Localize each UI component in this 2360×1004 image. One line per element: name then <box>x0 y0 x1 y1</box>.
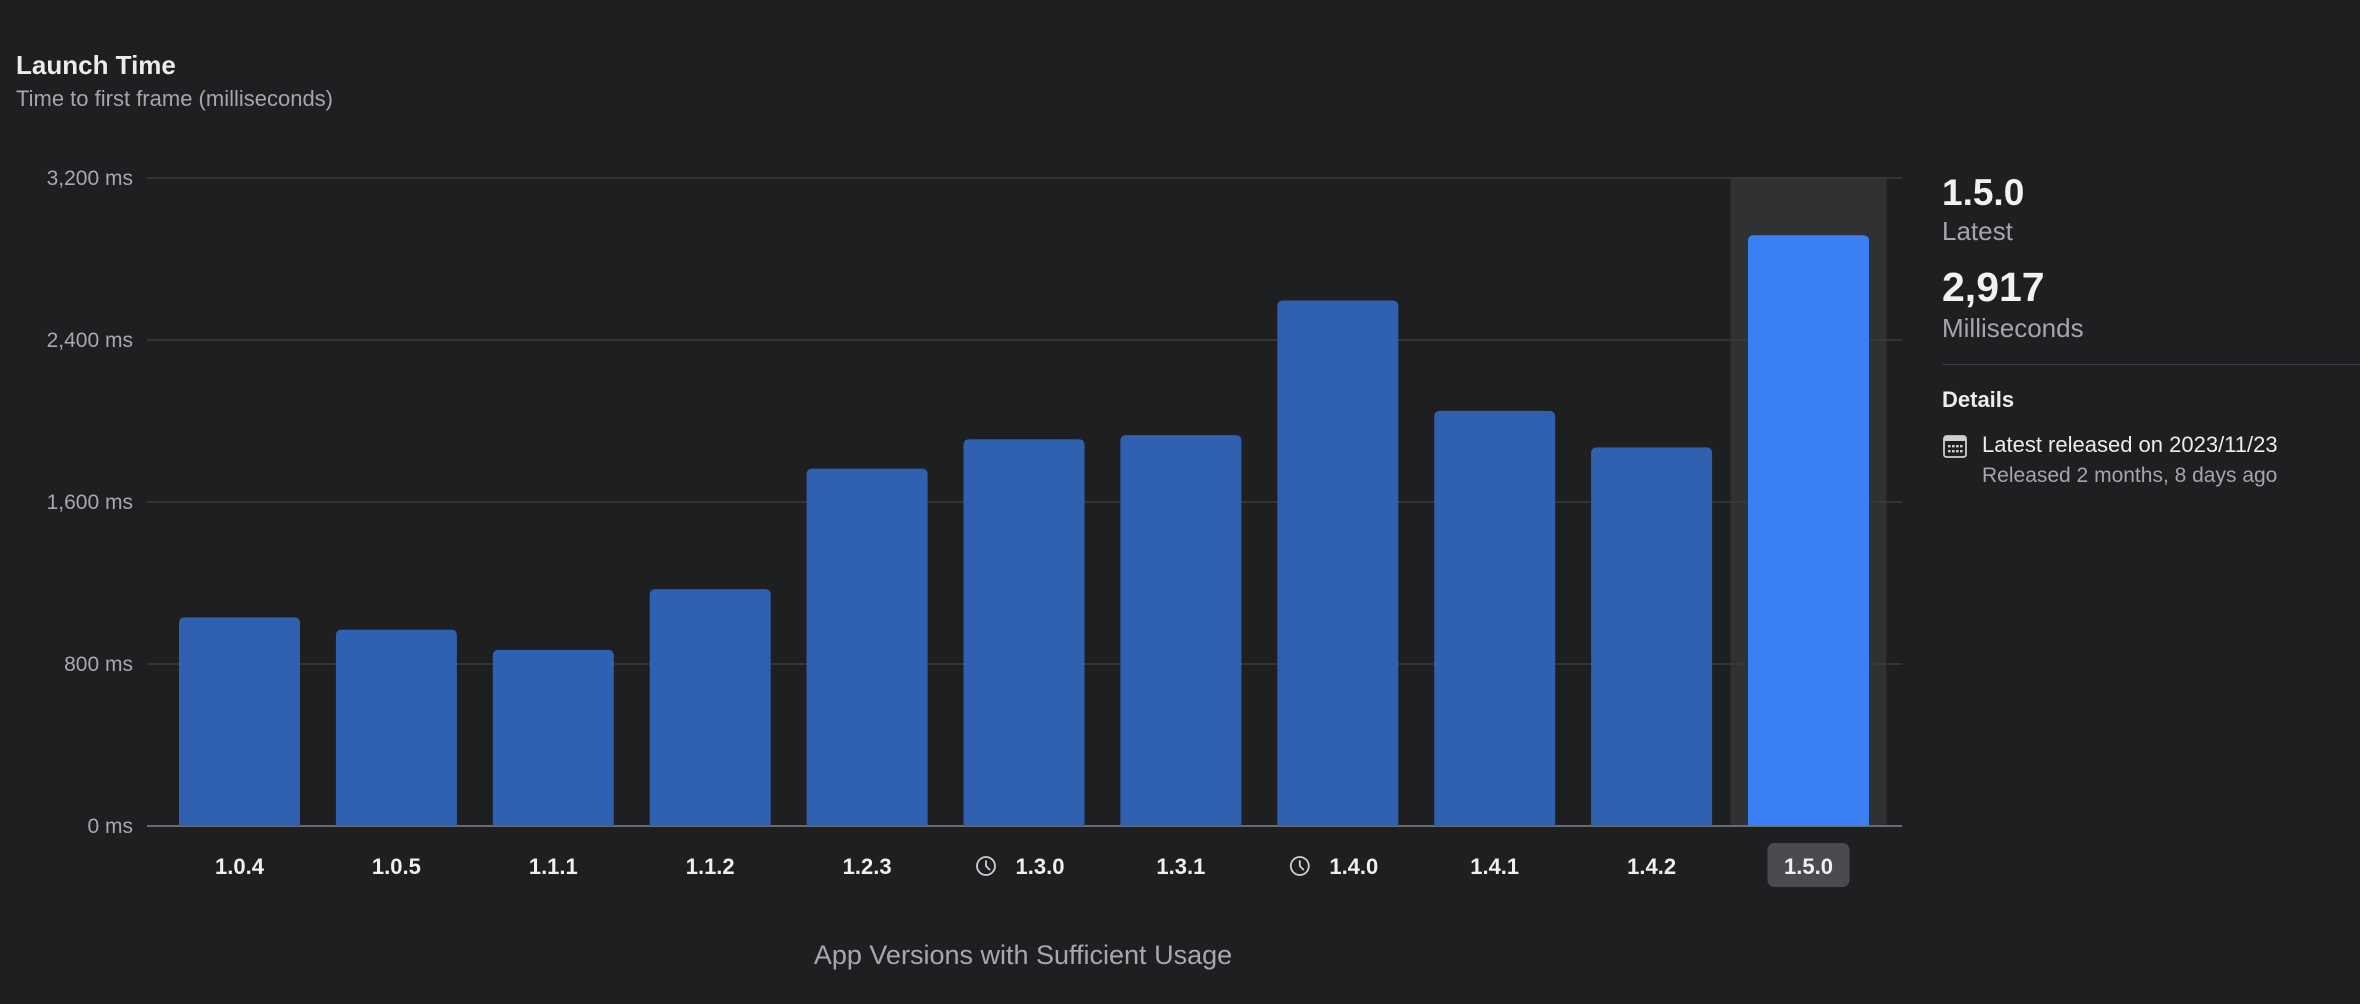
x-tick-label[interactable]: 1.0.5 <box>372 854 421 879</box>
chart-subtitle: Time to first frame (milliseconds) <box>16 86 334 111</box>
x-tick-label[interactable]: 1.2.3 <box>843 854 892 879</box>
y-tick-label: 2,400 ms <box>47 329 133 352</box>
launch-time-bar-chart: 0 ms 800 ms 1,600 ms 2,400 ms 3,200 ms 1.0.4… <box>47 167 1902 970</box>
x-tick-label[interactable]: 1.1.1 <box>529 854 578 879</box>
detail-panel: 1.5.0 Latest 2,917 Milliseconds Details … <box>1942 172 2360 489</box>
x-tick-label[interactable]: 1.4.0 <box>1329 854 1378 879</box>
bar-1-0-5[interactable] <box>335 629 457 826</box>
clock-icon <box>1289 856 1310 876</box>
x-tick-label[interactable]: 1.5.0 <box>1784 854 1833 879</box>
x-tick-label[interactable]: 1.4.1 <box>1470 854 1519 879</box>
bar-1-1-2[interactable] <box>649 589 771 826</box>
details-heading: Details <box>1942 387 2015 412</box>
panel-divider <box>1942 364 2360 365</box>
x-tick-label[interactable]: 1.3.1 <box>1156 854 1205 879</box>
bar-1-4-1[interactable] <box>1434 410 1556 826</box>
y-tick-label: 800 ms <box>64 653 133 676</box>
x-tick-label[interactable]: 1.4.2 <box>1627 854 1676 879</box>
bar-1-0-4[interactable] <box>179 617 300 826</box>
clock-icon <box>976 856 996 876</box>
calendar-icon <box>1943 435 1967 458</box>
bar-1-4-0[interactable] <box>1277 300 1399 826</box>
chart-title: Launch Time <box>16 50 176 80</box>
bar-1-4-2[interactable] <box>1591 447 1713 826</box>
bar-1-5-0[interactable] <box>1748 235 1869 826</box>
x-tick-label[interactable]: 1.0.4 <box>215 854 265 879</box>
y-tick-label: 3,200 ms <box>47 167 133 190</box>
selected-value: 2,917 <box>1942 264 2045 310</box>
y-tick-label: 0 ms <box>87 815 133 838</box>
release-date: Latest released on 2023/11/23 <box>1982 432 2278 457</box>
bar-1-3-0[interactable] <box>963 439 1085 826</box>
bar-1-2-3[interactable] <box>806 468 928 826</box>
selected-version: 1.5.0 <box>1942 172 2025 213</box>
x-tick-label[interactable]: 1.1.2 <box>686 854 735 879</box>
selected-value-unit: Milliseconds <box>1942 313 2084 343</box>
y-tick-label: 1,600 ms <box>47 491 133 514</box>
release-age: Released 2 months, 8 days ago <box>1982 464 2278 487</box>
bar-1-1-1[interactable] <box>492 649 614 826</box>
release-info: Latest released on 2023/11/23 Released 2… <box>1942 431 2360 489</box>
selected-version-caption: Latest <box>1942 216 2013 246</box>
x-axis-label: App Versions with Sufficient Usage <box>814 940 1232 970</box>
selected-label-chip <box>1767 843 1850 887</box>
x-tick-label[interactable]: 1.3.0 <box>1016 854 1065 879</box>
bar-1-3-1[interactable] <box>1120 435 1242 826</box>
